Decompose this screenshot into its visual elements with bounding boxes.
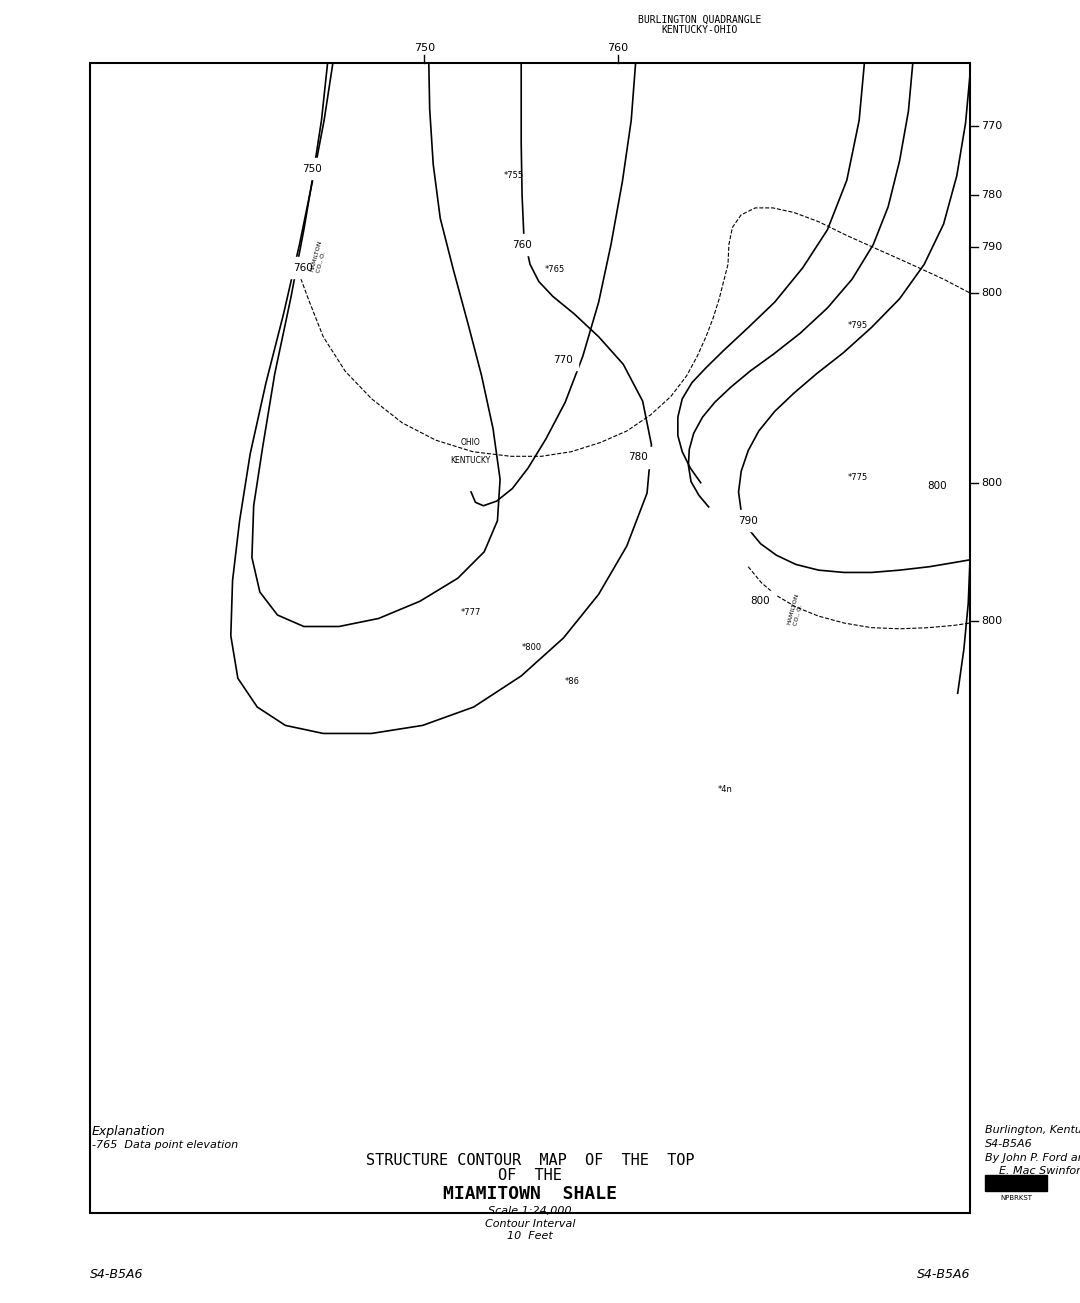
Bar — [985, 1175, 1047, 1191]
Text: *777: *777 — [461, 609, 482, 618]
Text: By John P. Ford and: By John P. Ford and — [985, 1153, 1080, 1164]
Text: KENTUCKY-OHIO: KENTUCKY-OHIO — [662, 25, 739, 35]
Text: KENTUCKY: KENTUCKY — [450, 456, 490, 465]
Text: S4-B5A6: S4-B5A6 — [917, 1268, 970, 1281]
Text: 770: 770 — [553, 354, 572, 365]
Text: *775: *775 — [848, 473, 868, 482]
Text: NPBRKST: NPBRKST — [1000, 1195, 1032, 1201]
Text: 780: 780 — [981, 190, 1002, 201]
Text: HAMILTON
CO., O.: HAMILTON CO., O. — [310, 240, 328, 274]
Text: 760: 760 — [607, 43, 629, 53]
Text: Explanation: Explanation — [92, 1124, 165, 1138]
Text: *755: *755 — [504, 171, 524, 180]
Text: OF  THE: OF THE — [498, 1167, 562, 1183]
Text: S4-B5A6: S4-B5A6 — [90, 1268, 144, 1281]
Text: 800: 800 — [751, 597, 770, 606]
Text: Contour Interval: Contour Interval — [485, 1220, 576, 1229]
Text: HAMILTON
CO., O.: HAMILTON CO., O. — [787, 592, 806, 627]
Text: 800: 800 — [981, 616, 1002, 625]
Text: 10  Feet: 10 Feet — [508, 1231, 553, 1240]
Text: 750: 750 — [414, 43, 435, 53]
Text: MIAMITOWN  SHALE: MIAMITOWN SHALE — [443, 1184, 617, 1203]
Text: *800: *800 — [522, 642, 542, 652]
Text: *86: *86 — [565, 678, 580, 687]
Text: 760: 760 — [512, 240, 532, 250]
Text: S4-B5A6: S4-B5A6 — [985, 1139, 1032, 1149]
Text: Burlington, Kentucky-Ohio: Burlington, Kentucky-Ohio — [985, 1124, 1080, 1135]
Text: 800: 800 — [981, 288, 1002, 298]
Text: 760: 760 — [293, 263, 313, 272]
Text: 800: 800 — [981, 478, 1002, 487]
Text: E. Mac Swinford: E. Mac Swinford — [985, 1166, 1080, 1177]
Text: *4n: *4n — [718, 786, 733, 795]
Text: OHIO: OHIO — [460, 438, 480, 447]
Text: 790: 790 — [981, 242, 1002, 251]
Text: 800: 800 — [928, 481, 947, 491]
Text: *795: *795 — [848, 321, 868, 330]
Text: STRUCTURE CONTOUR  MAP  OF  THE  TOP: STRUCTURE CONTOUR MAP OF THE TOP — [366, 1153, 694, 1167]
Text: -765  Data point elevation: -765 Data point elevation — [92, 1140, 238, 1151]
Text: *765: *765 — [544, 266, 565, 275]
Text: 780: 780 — [629, 452, 648, 463]
Bar — [90, 63, 970, 1213]
Text: 770: 770 — [981, 121, 1002, 132]
Text: BURLINGTON QUADRANGLE: BURLINGTON QUADRANGLE — [638, 16, 761, 25]
Text: 750: 750 — [302, 164, 322, 173]
Text: 790: 790 — [739, 516, 758, 525]
Text: Scale 1:24,000: Scale 1:24,000 — [488, 1207, 571, 1216]
